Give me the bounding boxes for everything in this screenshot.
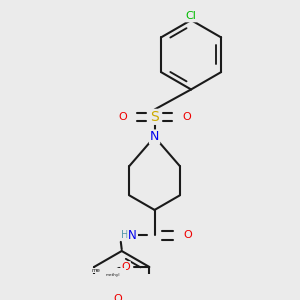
Text: methoxy: methoxy (92, 268, 116, 273)
Text: O: O (118, 112, 127, 122)
Text: N: N (128, 229, 137, 242)
Text: H: H (121, 230, 128, 240)
Text: Cl: Cl (186, 11, 196, 21)
Text: O: O (182, 112, 191, 122)
Text: O: O (121, 262, 130, 272)
Text: N: N (150, 130, 159, 143)
Text: methyl: methyl (106, 273, 120, 277)
Text: O: O (183, 230, 192, 241)
Text: S: S (150, 110, 159, 124)
Text: O: O (113, 294, 122, 300)
Text: methoxy: methoxy (98, 270, 116, 274)
